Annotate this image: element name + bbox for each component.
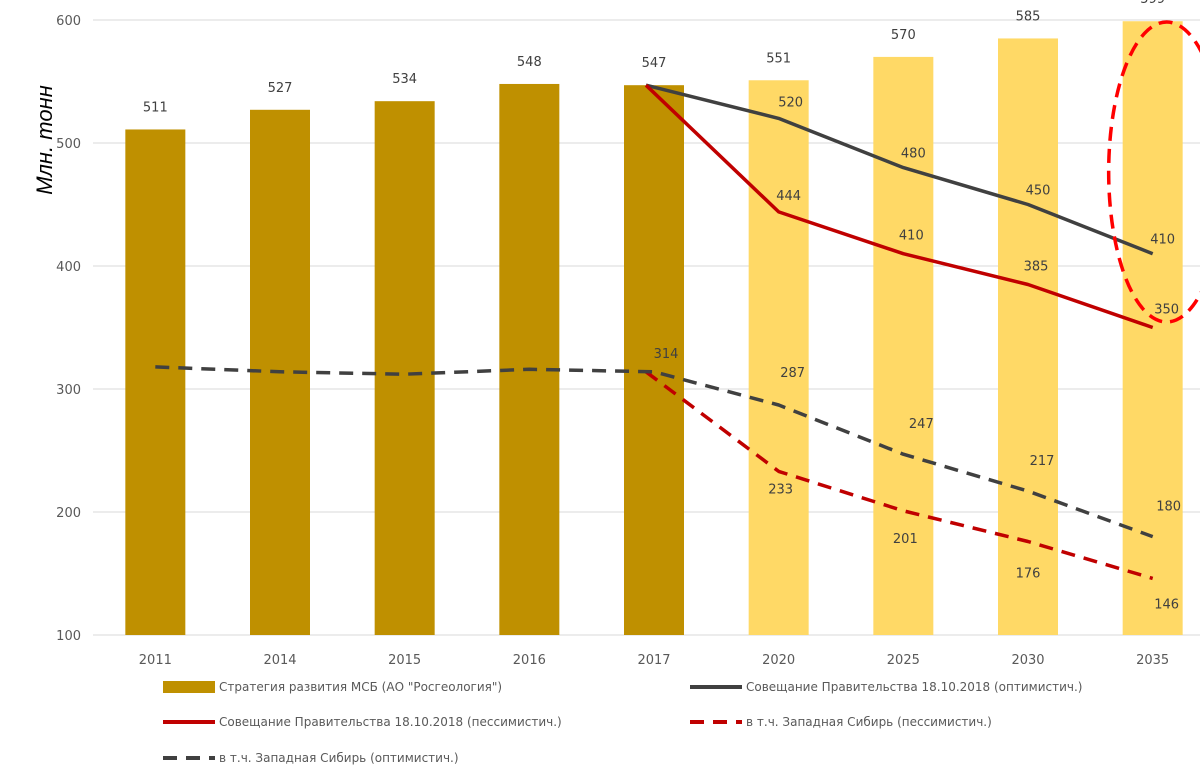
bar-value-label: 570	[891, 28, 916, 43]
line-value-label: 176	[1016, 567, 1041, 582]
x-tick-label: 2017	[637, 653, 670, 668]
y-tick-label: 300	[56, 383, 81, 398]
y-tick-label: 200	[56, 506, 81, 521]
bar-value-label: 551	[766, 51, 791, 66]
line-value-label: 444	[776, 189, 801, 204]
bar	[499, 84, 559, 635]
x-tick-label: 2015	[388, 653, 421, 668]
bar	[1123, 21, 1183, 635]
y-tick-label: 400	[56, 260, 81, 275]
line-value-label: 201	[893, 532, 918, 547]
bar-value-label: 599	[1140, 0, 1165, 7]
x-tick-label: 2030	[1011, 653, 1044, 668]
bars	[125, 21, 1182, 635]
line-value-label: 520	[778, 95, 803, 110]
legend-label: Совещание Правительства 18.10.2018 (песс…	[219, 715, 562, 729]
x-tick-label: 2016	[513, 653, 546, 668]
legend-label: в т.ч. Западная Сибирь (оптимистич.)	[219, 751, 459, 765]
bar-value-label: 548	[517, 55, 542, 70]
line-value-label: 217	[1030, 454, 1055, 469]
y-tick-label: 600	[56, 14, 81, 29]
legend-label: Совещание Правительства 18.10.2018 (опти…	[746, 680, 1083, 694]
line-value-label: 233	[768, 482, 793, 497]
line-value-label: 480	[901, 147, 926, 162]
bar	[873, 57, 933, 635]
x-tick-label: 2025	[887, 653, 920, 668]
bar	[749, 80, 809, 635]
x-tick-label: 2020	[762, 653, 795, 668]
legend-swatch	[163, 681, 215, 693]
bar-value-label: 511	[143, 100, 168, 115]
line-value-label: 350	[1154, 303, 1179, 318]
line-value-label: 450	[1026, 184, 1051, 199]
x-tick-label: 2011	[139, 653, 172, 668]
legend: Стратегия развития МСБ (АО "Росгеология"…	[163, 680, 1083, 765]
bar	[375, 101, 435, 635]
line-value-label: 247	[909, 417, 934, 432]
bar	[998, 38, 1058, 635]
legend-label: в т.ч. Западная Сибирь (пессимистич.)	[746, 715, 992, 729]
line-value-label: 410	[1150, 233, 1175, 248]
x-axis-ticks: 2011 2014 2015 2016 2017 2020 2025 2030 2035	[139, 653, 1169, 668]
line-value-label: 287	[780, 366, 805, 381]
line-value-label: 410	[899, 229, 924, 244]
bar-value-label: 547	[642, 56, 667, 71]
y-axis-label: Млн. тонн	[32, 85, 57, 195]
line-value-label: 180	[1156, 500, 1181, 515]
bar-value-label: 585	[1016, 9, 1041, 24]
x-tick-label: 2035	[1136, 653, 1169, 668]
bar-value-label: 527	[268, 81, 293, 96]
y-axis-ticks: 100 200 300 400 500 600	[56, 14, 81, 644]
bar-value-label: 534	[392, 72, 417, 87]
y-tick-label: 500	[56, 137, 81, 152]
line-value-label: 314	[654, 347, 679, 362]
line-value-label: 385	[1024, 259, 1049, 274]
bar	[125, 129, 185, 635]
line-value-label: 146	[1154, 597, 1179, 612]
x-tick-label: 2014	[263, 653, 296, 668]
legend-label: Стратегия развития МСБ (АО "Росгеология"…	[219, 680, 502, 694]
y-tick-label: 100	[56, 629, 81, 644]
